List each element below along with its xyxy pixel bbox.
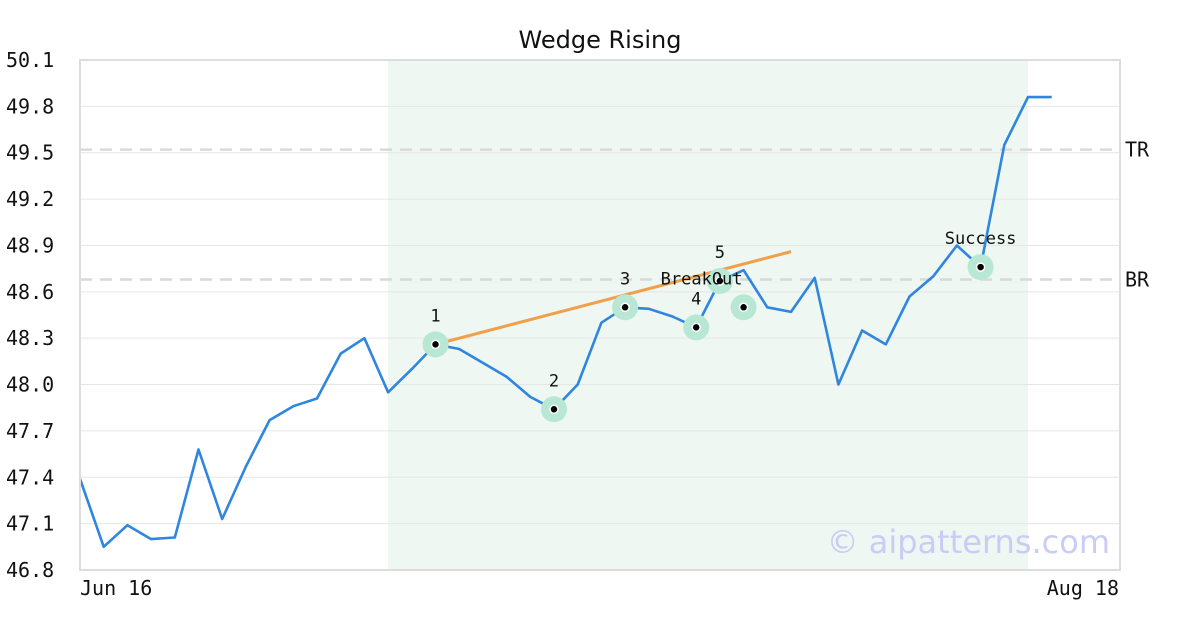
pattern-point-label: 4 [691, 289, 701, 309]
price-series-line [78, 95, 1052, 549]
pattern-highlight-region [388, 60, 1029, 570]
x-tick-label: Aug 18 [1047, 576, 1119, 600]
pattern-point-dot [430, 339, 441, 350]
pattern-point-dot [715, 276, 725, 286]
y-tick-label: 46.8 [6, 558, 54, 582]
y-tick-label: 47.1 [6, 512, 54, 536]
wedge-trend-line [435, 250, 792, 346]
y-tick-label: 47.4 [6, 465, 54, 489]
pattern-point-label: 1 [430, 306, 440, 326]
y-tick-label: 47.7 [6, 419, 54, 443]
reference-line-label: TR [1125, 138, 1150, 162]
y-tick-label: 49.8 [6, 94, 54, 118]
x-tick-label: Jun 16 [80, 576, 152, 600]
y-tick-label: 49.5 [6, 141, 54, 165]
watermark: © aipatterns.com [827, 523, 1110, 561]
pattern-point-dot [738, 302, 749, 313]
pattern-point-label: 3 [620, 269, 630, 289]
pattern-point-label: BreakOut [661, 269, 743, 289]
y-tick-label: 48.3 [6, 326, 54, 350]
pattern-point-dot [691, 322, 701, 333]
pattern-point-label: Success [945, 229, 1017, 249]
y-tick-label: 48.0 [6, 373, 54, 397]
pattern-point-label: 5 [715, 243, 725, 263]
y-tick-label: 48.9 [6, 233, 54, 257]
pattern-point-dot [975, 262, 986, 272]
reference-line-label: BR [1125, 267, 1150, 291]
y-tick-label: 50.1 [6, 48, 54, 72]
y-tick-label: 48.6 [6, 280, 54, 304]
pattern-point-dot [620, 302, 630, 313]
y-tick-label: 49.2 [6, 187, 54, 211]
pattern-point-dot [549, 404, 559, 415]
plot-frame [79, 59, 1121, 571]
pattern-point-label: 2 [549, 371, 559, 391]
chart-title: Wedge Rising [519, 26, 682, 54]
